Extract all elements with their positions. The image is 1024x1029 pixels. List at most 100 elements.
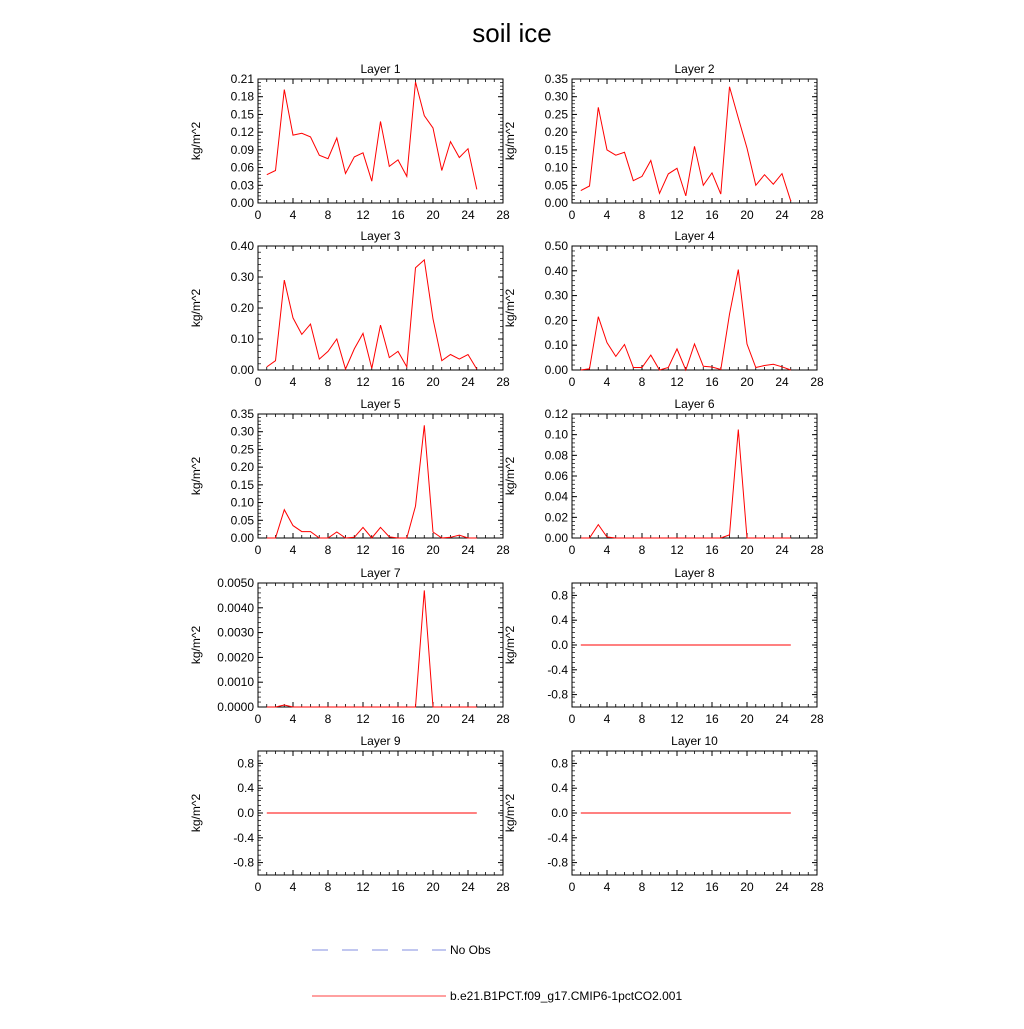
layer-2-panel: Layer 2 kg/m^2 0 4 8 12 16 20 24 28 0.00 0.05 0.10 0.… (503, 62, 824, 222)
layer-5-ytick-label: 0.10 (231, 496, 255, 510)
layer-9-ytick-label: 0.0 (237, 806, 254, 820)
layer-8-xtick-label: 16 (705, 712, 719, 726)
legend: No Obs b.e21.B1PCT.f09_g17.CMIP6-1pctCO2… (312, 943, 682, 1003)
layer-6-ytick-label: 0.12 (545, 407, 569, 421)
layer-4-xtick-label: 20 (740, 375, 754, 389)
layer-10-ytick-label: -0.8 (547, 856, 568, 870)
layer-6-panel: Layer 6 kg/m^2 0 4 8 12 16 20 24 28 0.00 0.02 0.04 0.… (503, 397, 824, 557)
layer-2-ytick-label: 0.05 (545, 178, 569, 192)
layer-1-xtick-label: 0 (255, 208, 262, 222)
layer-9-ytick-label: 0.4 (237, 781, 254, 795)
layer-6-xtick-label: 4 (604, 543, 611, 557)
layer-6-ylabel: kg/m^2 (503, 457, 517, 496)
layer-3-xtick-label: 16 (391, 375, 405, 389)
layer-3-ytick-label: 0.10 (231, 332, 255, 346)
layer-7-ytick-label: 0.0020 (217, 650, 254, 664)
layer-7-ytick-label: 0.0050 (217, 576, 254, 590)
layer-5-xtick-label: 24 (461, 543, 475, 557)
layer-7-xtick-label: 28 (496, 712, 510, 726)
layer-9-ytick-label: 0.8 (237, 756, 254, 770)
layer-2-xtick-label: 16 (705, 208, 719, 222)
layer-5-panel: Layer 5 kg/m^2 0 4 8 12 16 20 24 28 0.00 0.05 0.10 0.… (189, 397, 510, 557)
layer-3-ytick-label: 0.00 (231, 363, 255, 377)
layer-1-ytick-label: 0.00 (231, 196, 255, 210)
layer-4-xtick-label: 8 (639, 375, 646, 389)
layer-5-xtick-label: 20 (426, 543, 440, 557)
layer-5-ytick-label: 0.30 (231, 425, 255, 439)
layer-4-panel: Layer 4 kg/m^2 0 4 8 12 16 20 24 28 0.00 0.10 0.20 0.… (503, 229, 824, 389)
layer-3-xtick-label: 28 (496, 375, 510, 389)
layer-7-ytick-label: 0.0040 (217, 601, 254, 615)
layer-3-title: Layer 3 (360, 229, 400, 243)
layer-7-ytick-label: 0.0030 (217, 626, 254, 640)
layer-9-xtick-label: 20 (426, 880, 440, 894)
layer-8-ytick-label: -0.8 (547, 688, 568, 702)
layer-1-ytick-label: 0.15 (231, 107, 255, 121)
layer-4-ytick-label: 0.40 (545, 264, 569, 278)
layer-10-xtick-label: 12 (670, 880, 684, 894)
layer-3-plot-frame (257, 245, 504, 371)
figure-title: soil ice (472, 18, 551, 48)
layer-8-xtick-label: 0 (569, 712, 576, 726)
layer-10-xtick-label: 24 (775, 880, 789, 894)
layer-10-xtick-label: 8 (639, 880, 646, 894)
layer-4-ytick-label: 0.00 (545, 363, 569, 377)
layer-5-ylabel: kg/m^2 (189, 457, 203, 496)
layer-2-xtick-label: 12 (670, 208, 684, 222)
layer-2-ylabel: kg/m^2 (503, 122, 517, 161)
layer-4-xtick-label: 12 (670, 375, 684, 389)
layer-3-xtick-label: 8 (325, 375, 332, 389)
layer-9-ylabel: kg/m^2 (189, 794, 203, 833)
layer-1-xtick-label: 8 (325, 208, 332, 222)
layer-9-title: Layer 9 (360, 734, 400, 748)
layer-2-ytick-label: 0.20 (545, 125, 569, 139)
layer-7-xtick-label: 0 (255, 712, 262, 726)
layer-3-panel: Layer 3 kg/m^2 0 4 8 12 16 20 24 28 0.00 0.10 0.20 0.… (189, 229, 510, 389)
layer-9-xtick-label: 24 (461, 880, 475, 894)
layer-6-xtick-label: 0 (569, 543, 576, 557)
layer-5-ytick-label: 0.25 (231, 442, 255, 456)
layer-4-title: Layer 4 (674, 229, 714, 243)
layer-1-series-line (266, 81, 478, 190)
layer-6-ytick-label: 0.08 (545, 448, 569, 462)
layer-6-xtick-label: 20 (740, 543, 754, 557)
layer-4-xtick-label: 4 (604, 375, 611, 389)
layer-5-xtick-label: 4 (290, 543, 297, 557)
layer-3-xtick-label: 4 (290, 375, 297, 389)
layer-5-xtick-label: 12 (356, 543, 370, 557)
layer-2-ytick-label: 0.30 (545, 90, 569, 104)
layer-8-xtick-label: 12 (670, 712, 684, 726)
layer-4-ytick-label: 0.10 (545, 338, 569, 352)
layer-10-title: Layer 10 (671, 734, 718, 748)
layer-2-xtick-label: 20 (740, 208, 754, 222)
layer-3-series-line (266, 258, 478, 371)
layer-5-xtick-label: 0 (255, 543, 262, 557)
layer-5-ytick-label: 0.20 (231, 460, 255, 474)
layer-10-ytick-label: -0.4 (547, 831, 568, 845)
layer-1-ytick-label: 0.09 (231, 143, 255, 157)
layer-8-title: Layer 8 (674, 566, 714, 580)
layer-5-xtick-label: 8 (325, 543, 332, 557)
layer-2-plot-frame (571, 78, 818, 204)
layer-7-title: Layer 7 (360, 566, 400, 580)
layer-6-ytick-label: 0.10 (545, 428, 569, 442)
layer-2-xtick-label: 28 (810, 208, 824, 222)
layer-7-ytick-label: 0.0010 (217, 675, 254, 689)
layer-2-ytick-label: 0.25 (545, 107, 569, 121)
layer-3-ytick-label: 0.30 (231, 270, 255, 284)
layer-1-xtick-label: 12 (356, 208, 370, 222)
layer-1-xtick-label: 20 (426, 208, 440, 222)
layer-4-xtick-label: 28 (810, 375, 824, 389)
layer-2-title: Layer 2 (674, 62, 714, 76)
layer-4-plot-frame (571, 245, 818, 371)
layer-9-ytick-label: -0.4 (233, 831, 254, 845)
layer-9-panel: Layer 9 kg/m^2 0 4 8 12 16 20 24 28 -0.8 -0.4 0.0 0.4… (189, 734, 510, 894)
layer-8-panel: Layer 8 kg/m^2 0 4 8 12 16 20 24 28 -0.8 -0.4 0.0 0.4… (503, 566, 824, 726)
layer-5-ytick-label: 0.00 (231, 531, 255, 545)
layer-7-xtick-label: 8 (325, 712, 332, 726)
layer-1-xtick-label: 24 (461, 208, 475, 222)
layer-8-xtick-label: 8 (639, 712, 646, 726)
layer-3-ytick-label: 0.40 (231, 239, 255, 253)
